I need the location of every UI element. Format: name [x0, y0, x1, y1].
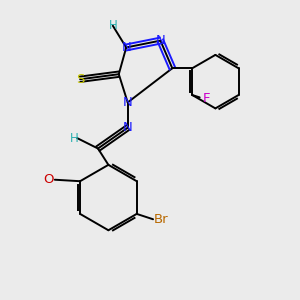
Text: N: N — [155, 34, 165, 47]
Text: H: H — [109, 19, 117, 32]
Text: N: N — [121, 41, 131, 54]
Text: Br: Br — [154, 213, 169, 226]
Text: N: N — [123, 96, 133, 109]
Text: F: F — [202, 92, 210, 105]
Text: S: S — [76, 73, 84, 86]
Text: H: H — [70, 132, 79, 145]
Text: N: N — [123, 121, 133, 134]
Text: O: O — [44, 173, 54, 186]
